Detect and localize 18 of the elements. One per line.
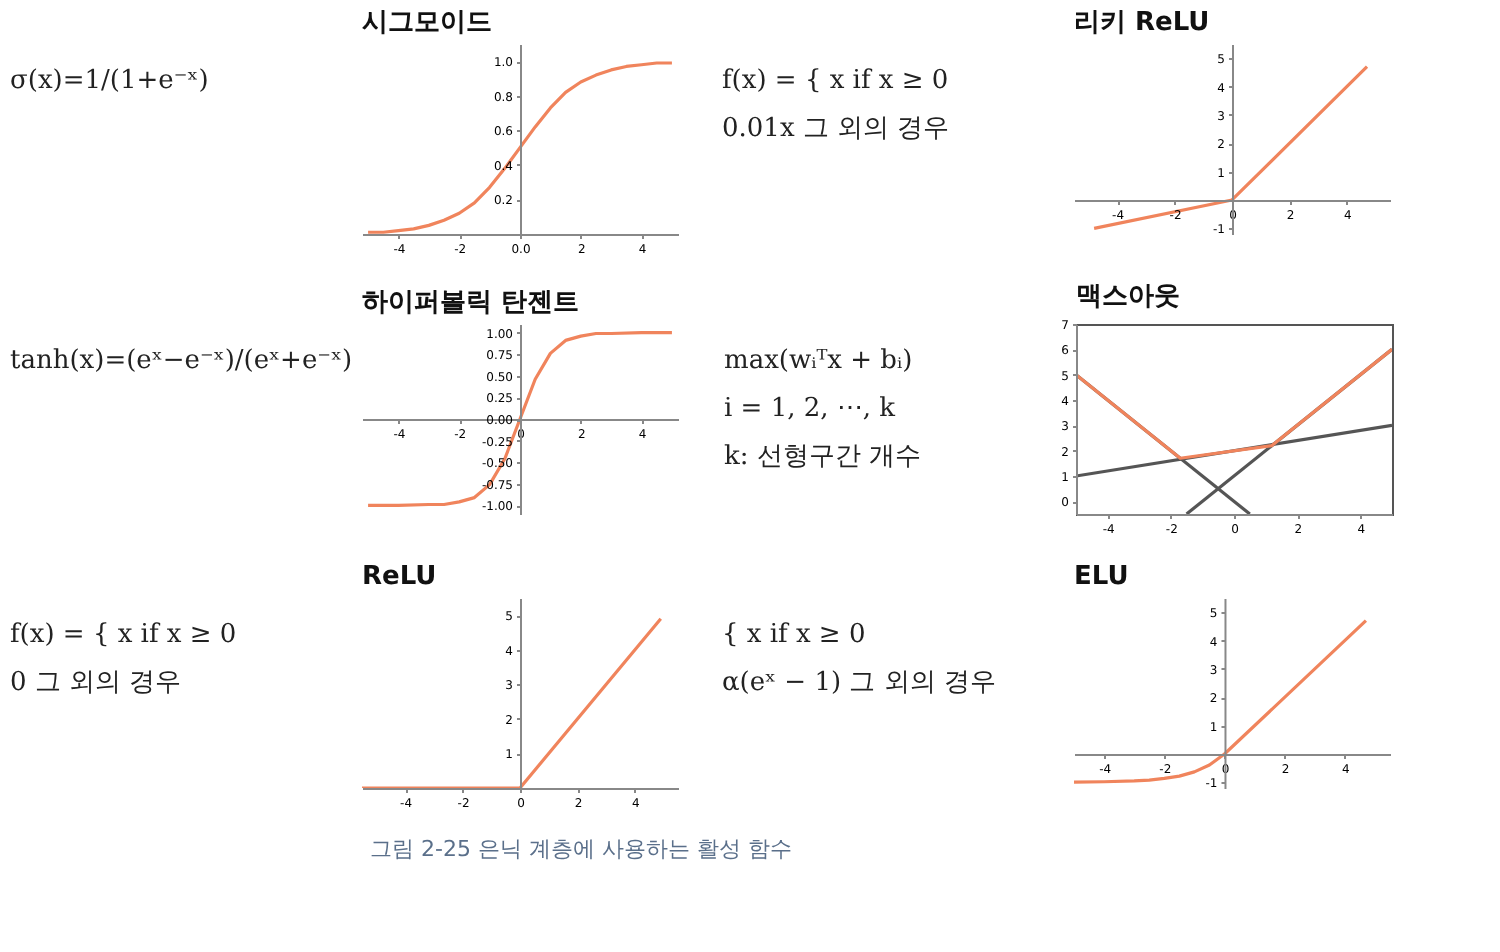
text: f(x) = { x if x ≥ 0 [722,66,949,96]
text: k: 선형구간 개수 [724,442,922,472]
chart-title: ReLU [362,562,437,592]
text: 0.01x 그 외의 경우 [722,114,950,144]
chart-title: 시그모이드 [362,8,492,38]
text: i = 1, 2, ⋯, k [724,394,896,424]
text: max(wᵢᵀx + bᵢ) [724,346,913,376]
text: tanh(x)=(eˣ−e⁻ˣ)/(eˣ+e⁻ˣ) [10,346,353,376]
caption: 그림 2-25 은닉 계층에 사용하는 활성 함수 [370,836,792,862]
text: σ(x)=1/(1+e⁻ˣ) [10,66,209,96]
text: { x if x ≥ 0 [722,620,866,650]
chart-title: ELU [1074,562,1129,592]
chart-title: 리키 ReLU [1074,8,1210,38]
text: 0 그 외의 경우 [10,668,182,698]
chart-title: 맥스아웃 [1076,282,1180,312]
text: f(x) = { x if x ≥ 0 [10,620,237,650]
chart-title: 하이퍼볼릭 탄젠트 [362,288,580,318]
text: α(eˣ − 1) 그 외의 경우 [722,668,996,698]
